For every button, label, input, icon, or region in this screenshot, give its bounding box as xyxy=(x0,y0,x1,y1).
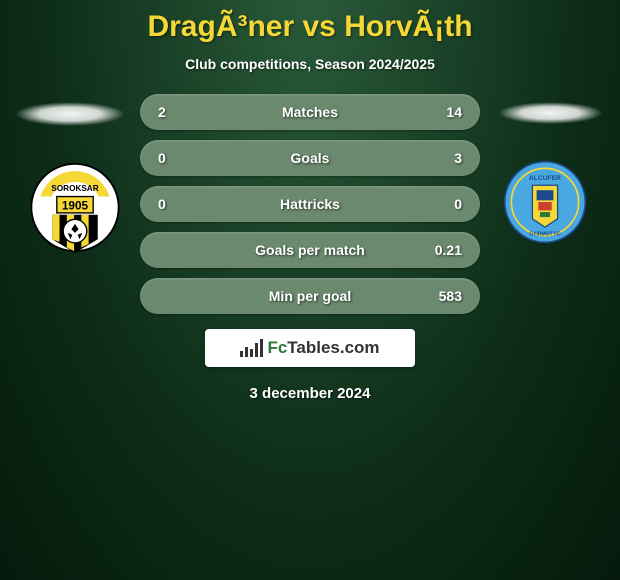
stat-row-matches: 2 Matches 14 xyxy=(140,94,480,130)
page-subtitle: Club competitions, Season 2024/2025 xyxy=(185,56,435,72)
stat-label: Min per goal xyxy=(269,288,351,304)
fctables-logo: FcTables.com xyxy=(205,329,415,367)
date-text: 3 december 2024 xyxy=(250,385,371,402)
svg-text:1905: 1905 xyxy=(62,198,89,212)
svg-text:GYIRMOT FC: GYIRMOT FC xyxy=(529,232,561,238)
main-area: SOROKSAR 1905 2 Matches 14 0 Goa xyxy=(0,94,620,314)
stat-label: Goals per match xyxy=(255,242,365,258)
club-badge-right: ALCUFER GYIRMOT FC xyxy=(503,160,587,244)
stat-right-value: 583 xyxy=(432,288,462,304)
lower-section: FcTables.com 3 december 2024 xyxy=(205,314,415,402)
stat-label: Goals xyxy=(291,150,330,166)
player-halo-right xyxy=(498,102,603,124)
svg-text:ALCUFER: ALCUFER xyxy=(529,175,561,182)
comparison-widget: DragÃ³ner vs HorvÃ¡th Club competitions,… xyxy=(0,0,620,412)
stat-left-value: 0 xyxy=(158,150,188,166)
stat-row-goals-per-match: Goals per match 0.21 xyxy=(140,232,480,268)
stat-right-value: 0.21 xyxy=(432,242,462,258)
svg-text:SOROKSAR: SOROKSAR xyxy=(51,184,98,193)
stats-column: 2 Matches 14 0 Goals 3 0 Hattricks 0 Goa… xyxy=(130,94,490,314)
stat-right-value: 0 xyxy=(432,196,462,212)
page-title: DragÃ³ner vs HorvÃ¡th xyxy=(147,10,472,44)
logo-text: FcTables.com xyxy=(267,338,379,358)
right-player-column: ALCUFER GYIRMOT FC xyxy=(490,94,610,244)
stat-row-min-per-goal: Min per goal 583 xyxy=(140,278,480,314)
club-badge-left: SOROKSAR 1905 xyxy=(29,162,121,262)
stat-row-goals: 0 Goals 3 xyxy=(140,140,480,176)
stat-label: Hattricks xyxy=(280,196,340,212)
stat-right-value: 14 xyxy=(432,104,462,120)
chart-icon xyxy=(240,339,263,357)
stat-left-value: 2 xyxy=(158,104,188,120)
player-halo-left xyxy=(15,102,125,126)
stat-left-value: 0 xyxy=(158,196,188,212)
stat-right-value: 3 xyxy=(432,150,462,166)
stat-row-hattricks: 0 Hattricks 0 xyxy=(140,186,480,222)
stat-label: Matches xyxy=(282,104,338,120)
left-player-column: SOROKSAR 1905 xyxy=(10,94,130,262)
